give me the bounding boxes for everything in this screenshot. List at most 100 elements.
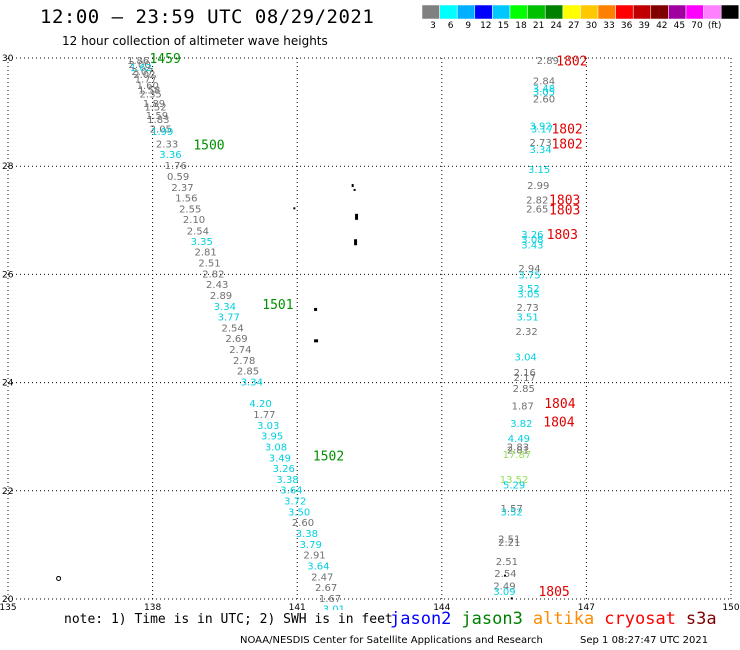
wave-height-label: 17.87 [503,450,532,461]
color-scale-label: 12 [480,21,492,31]
island-mark [314,307,318,311]
wave-height-label: 3.72 [284,497,306,508]
pass-time-label: 1803 [547,228,578,243]
wave-height-label: 3.05 [517,289,539,300]
island-mark [351,184,354,188]
wave-height-label: 2.51 [498,534,520,545]
wave-height-label: 3.15 [528,165,550,176]
wave-height-label: 1.57 [501,504,523,515]
generation-timestamp: Sep 1 08:27:47 UTC 2021 [580,635,709,646]
wave-height-label: 3.77 [218,313,240,324]
wave-height-label: 2.33 [156,139,178,150]
legend-item-altika: altika [532,609,595,629]
wave-height-label: 2.00 [128,60,150,71]
pass-time-label: 1802 [551,122,582,137]
x-tick-label: 144 [433,603,450,610]
wave-height-label: 2.05 [150,124,172,135]
wave-height-label: 2.85 [513,384,535,395]
wave-height-label: 3.48 [533,84,555,95]
wave-height-label: 2.17 [514,373,536,384]
color-scale-label: 3 [430,21,436,31]
pass-time-label: 1803 [549,194,580,209]
wave-height-label: 2.07 [131,67,153,78]
wave-height-label: 3.08 [265,442,287,453]
island-mark [510,597,513,600]
island-mark [354,239,358,246]
wave-height-label: 2.51 [198,258,220,269]
wave-height-label: 2.83 [507,442,529,453]
wave-height-label: 2.35 [140,90,162,101]
wave-height-label: 2.55 [179,204,201,215]
wave-height-label: 1.67 [319,594,341,605]
wave-height-label: 1.62 [130,63,152,74]
wave-height-label: 2.51 [496,557,518,568]
x-tick-label: 141 [289,603,306,610]
color-scale-bar [421,5,740,20]
wave-height-label: 3.52 [501,507,523,518]
wave-height-label: 1.77 [135,75,157,86]
wave-height-label: 2.60 [533,95,555,106]
color-scale-label: 30 [585,21,598,31]
wave-height-label: 1.58 [138,85,160,96]
wave-height-label: 2.82 [526,196,548,207]
island-mark [314,339,319,343]
wave-height-label: 3.09 [493,587,515,598]
wave-height-label: 3.51 [516,313,538,324]
credit-line: NOAA/NESDIS Center for Satellite Applica… [240,635,543,646]
wave-height-label: 2.73 [529,138,551,149]
wave-height-label: 2.49 [493,581,515,592]
wave-height-label: 2.81 [194,248,216,259]
wave-height-label: 3.52 [517,284,539,295]
wave-height-label: 13.52 [500,475,529,486]
y-tick-label: 22 [2,487,13,497]
footnote: note: 1) Time is in UTC; 2) SWH is in fe… [64,612,393,627]
color-scale-label: 18 [515,21,527,31]
y-tick-label: 26 [2,270,14,280]
color-scale-label: 33 [603,21,615,31]
wave-height-label: 1.99 [151,127,173,138]
wave-height-label: 4.49 [508,434,530,445]
wave-height-label: 3.08 [521,235,543,246]
x-tick-label: 150 [722,603,739,610]
legend-item-cryosat: cryosat [604,609,676,629]
wave-height-label: 3.64 [280,486,302,497]
wave-height-label: 2.54 [187,227,209,238]
pass-time-label: 1805 [538,585,569,600]
wave-height-label: 2.82 [202,269,224,280]
wave-height-label: 3.38 [296,529,318,540]
color-scale-label: 21 [532,21,545,31]
wave-height-label: 3.75 [518,270,540,281]
pass-time-label: 1802 [556,55,587,70]
island-mark [56,575,62,581]
wave-height-label: 2.16 [514,368,536,379]
wave-height-label: 2.67 [315,583,337,594]
wave-height-label: 2.78 [233,356,255,367]
wave-height-label: 1.86 [127,56,149,67]
color-scale-label: 9 [465,21,472,31]
wave-height-label: 3.04 [515,353,537,364]
pass-time-label: 1804 [544,397,575,412]
wave-height-label: 1.56 [175,194,197,205]
wave-height-label: 2.47 [311,572,333,583]
color-scale-label: 70 [691,21,703,31]
wave-height-label: 3.01 [323,605,345,610]
x-tick-label: 147 [578,603,595,610]
wave-height-label: 0.59 [167,172,189,183]
wave-height-label: 2.60 [292,518,314,529]
pass-time-label: 1459 [149,52,180,67]
y-tick-label: 30 [2,54,14,64]
wave-height-label: 2.89 [210,291,232,302]
wave-height-label: 3.35 [191,237,213,248]
wave-height-label: 3.34 [241,378,263,389]
color-scale-label: 6 [447,21,454,31]
wave-height-label: 3.36 [159,150,181,161]
wave-height-label: 2.91 [303,551,325,562]
x-tick-label: 138 [144,603,161,610]
wave-height-label: 3.05 [533,88,555,99]
wave-height-label: 2.21 [498,538,520,549]
color-scale-label: 45 [673,21,686,31]
wave-height-label: 3.03 [257,421,279,432]
wave-height-label: 3.43 [521,241,543,252]
color-scale-labels: 3 6 9 12 15 18 21 24 27 30 33 36 39 42 45 70 (ft) [421,21,740,35]
